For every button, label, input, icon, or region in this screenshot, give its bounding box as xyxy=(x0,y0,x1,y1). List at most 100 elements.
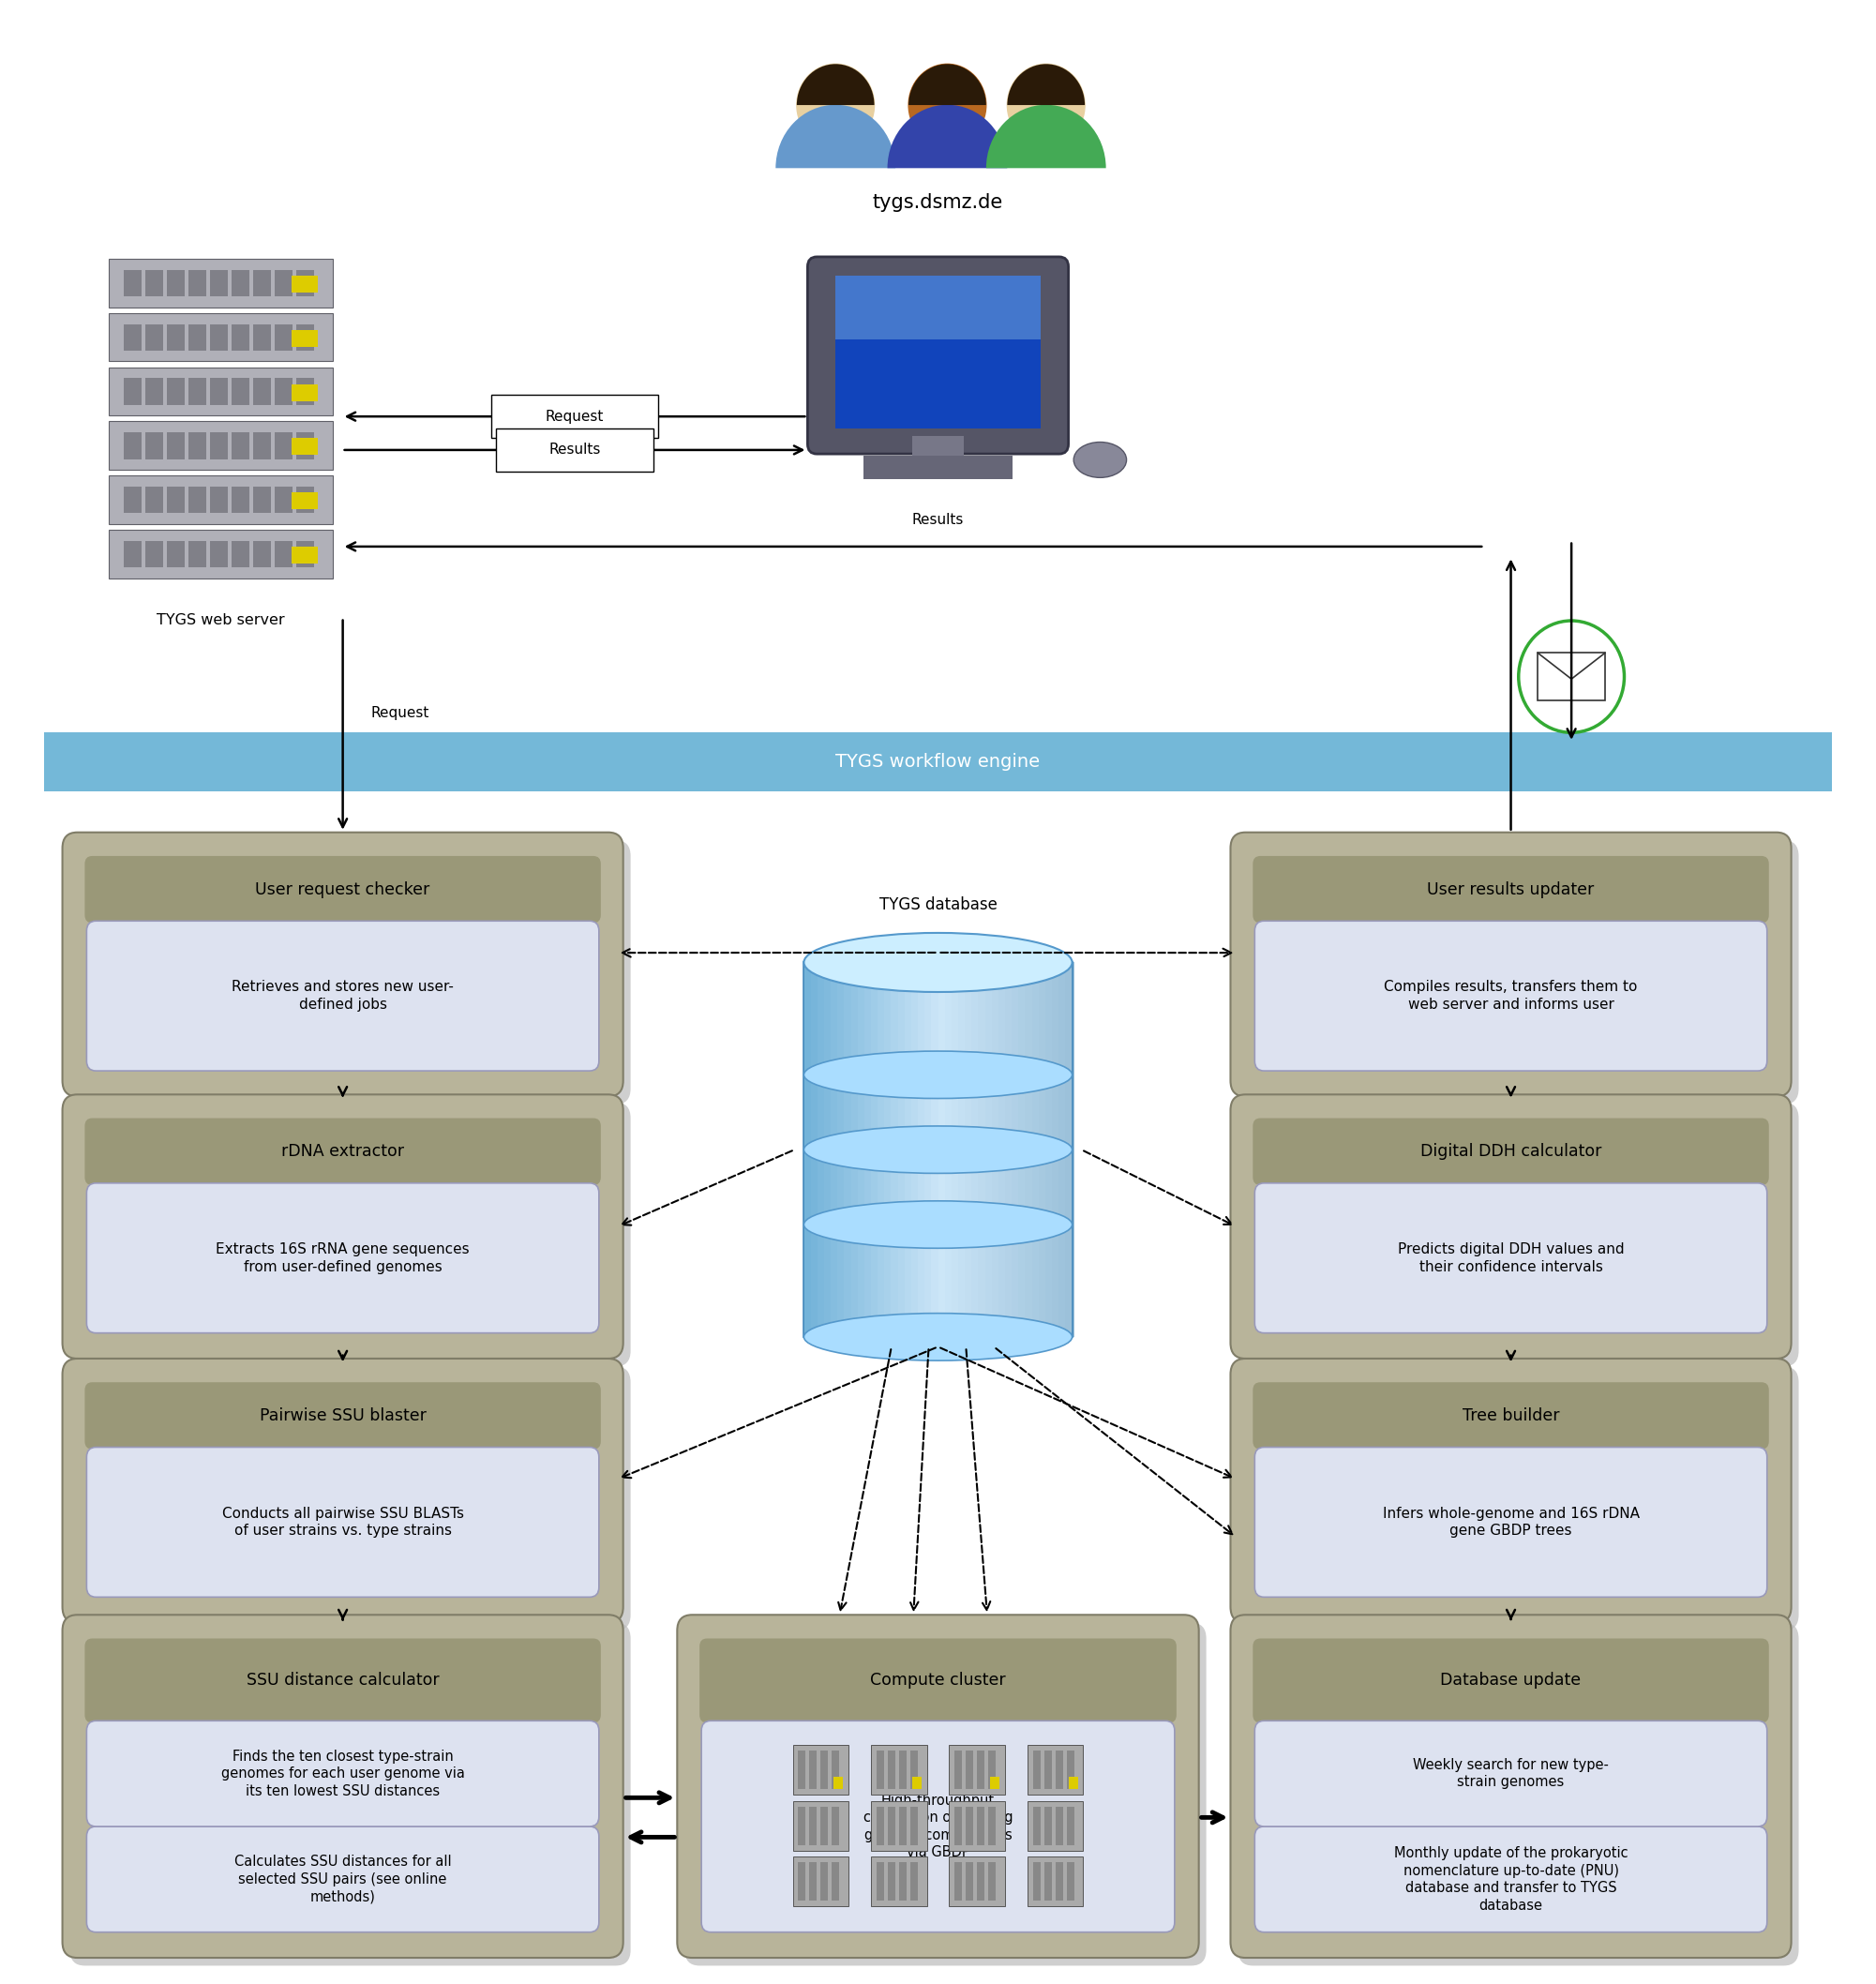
Bar xyxy=(820,1807,827,1845)
Bar xyxy=(210,542,227,567)
Bar xyxy=(899,1750,906,1790)
Bar xyxy=(1045,1807,1052,1845)
Bar xyxy=(291,438,317,454)
Bar xyxy=(949,1801,1006,1851)
Bar xyxy=(188,486,206,514)
FancyBboxPatch shape xyxy=(62,1615,623,1958)
Bar xyxy=(1538,653,1606,700)
Bar xyxy=(904,962,914,1337)
Bar xyxy=(1067,1750,1073,1790)
Bar xyxy=(167,323,184,351)
Bar xyxy=(109,313,332,361)
Bar xyxy=(810,962,820,1337)
Bar xyxy=(955,1807,962,1845)
Bar xyxy=(870,1857,927,1907)
FancyBboxPatch shape xyxy=(1231,1095,1792,1359)
Bar xyxy=(274,542,293,567)
Ellipse shape xyxy=(803,1127,1073,1173)
Text: Conducts all pairwise SSU BLASTs
of user strains vs. type strains: Conducts all pairwise SSU BLASTs of user… xyxy=(221,1506,463,1538)
Bar xyxy=(495,429,655,472)
FancyBboxPatch shape xyxy=(1238,1103,1799,1367)
Bar xyxy=(799,1863,805,1901)
Bar xyxy=(955,1750,962,1790)
Bar xyxy=(946,962,953,1337)
Text: User results updater: User results updater xyxy=(1428,881,1595,899)
Text: Finds the ten closest type-strain
genomes for each user genome via
its ten lowes: Finds the ten closest type-strain genome… xyxy=(221,1750,465,1798)
FancyBboxPatch shape xyxy=(62,833,623,1097)
Bar xyxy=(912,962,919,1337)
Text: Request: Request xyxy=(546,409,604,423)
Bar xyxy=(146,379,163,405)
Bar xyxy=(930,962,940,1337)
Bar xyxy=(210,379,227,405)
Bar xyxy=(296,323,313,351)
Bar xyxy=(977,1807,985,1845)
Bar xyxy=(109,530,332,577)
Bar xyxy=(124,323,143,351)
Text: rDNA extractor: rDNA extractor xyxy=(281,1143,403,1161)
Bar xyxy=(231,433,250,458)
Bar xyxy=(124,542,143,567)
Bar xyxy=(43,732,1833,792)
Bar xyxy=(865,962,872,1337)
FancyBboxPatch shape xyxy=(1253,1119,1769,1184)
Text: TYGS web server: TYGS web server xyxy=(158,613,285,627)
FancyBboxPatch shape xyxy=(84,1119,600,1184)
Bar xyxy=(210,323,227,351)
Bar xyxy=(231,379,250,405)
Bar xyxy=(951,962,961,1337)
Bar xyxy=(274,379,293,405)
Bar xyxy=(210,433,227,458)
Bar xyxy=(1056,1807,1064,1845)
Bar xyxy=(188,379,206,405)
FancyBboxPatch shape xyxy=(62,1359,623,1623)
Bar xyxy=(831,962,839,1337)
FancyBboxPatch shape xyxy=(1238,1623,1799,1966)
FancyBboxPatch shape xyxy=(1253,1639,1769,1722)
Bar xyxy=(109,367,332,415)
Bar xyxy=(253,542,270,567)
Bar xyxy=(966,1863,974,1901)
Wedge shape xyxy=(797,63,874,105)
Bar xyxy=(955,1863,962,1901)
Bar xyxy=(253,323,270,351)
Bar xyxy=(109,421,332,470)
Bar xyxy=(274,486,293,514)
Bar xyxy=(1067,1863,1073,1901)
Text: Infers whole-genome and 16S rDNA
gene GBDP trees: Infers whole-genome and 16S rDNA gene GB… xyxy=(1383,1506,1640,1538)
Bar xyxy=(291,385,317,401)
Bar xyxy=(991,1778,1000,1790)
Bar xyxy=(109,258,332,308)
FancyBboxPatch shape xyxy=(84,1383,600,1448)
Bar xyxy=(794,1744,848,1796)
Circle shape xyxy=(1518,621,1625,732)
Text: Weekly search for new type-
strain genomes: Weekly search for new type- strain genom… xyxy=(1413,1758,1610,1790)
Bar xyxy=(824,962,833,1337)
Bar xyxy=(146,323,163,351)
Bar xyxy=(878,962,885,1337)
Bar xyxy=(899,1807,906,1845)
Bar xyxy=(274,323,293,351)
Text: Request: Request xyxy=(371,706,430,720)
Bar xyxy=(977,1750,985,1790)
Bar xyxy=(146,486,163,514)
Bar xyxy=(253,486,270,514)
FancyBboxPatch shape xyxy=(86,1182,598,1333)
Bar xyxy=(910,1807,917,1845)
Text: Digital DDH calculator: Digital DDH calculator xyxy=(1420,1143,1602,1161)
Bar xyxy=(188,433,206,458)
Bar xyxy=(891,962,900,1337)
Text: Compute cluster: Compute cluster xyxy=(870,1673,1006,1688)
Bar xyxy=(231,270,250,296)
Bar xyxy=(1028,1801,1082,1851)
FancyBboxPatch shape xyxy=(1231,1359,1792,1623)
FancyBboxPatch shape xyxy=(1253,1383,1769,1448)
Bar xyxy=(910,1863,917,1901)
Bar xyxy=(912,436,964,464)
Bar xyxy=(876,1750,884,1790)
Ellipse shape xyxy=(803,938,1073,986)
Bar xyxy=(917,962,927,1337)
Bar xyxy=(831,1807,839,1845)
Bar xyxy=(884,962,893,1337)
Bar xyxy=(912,1778,921,1790)
